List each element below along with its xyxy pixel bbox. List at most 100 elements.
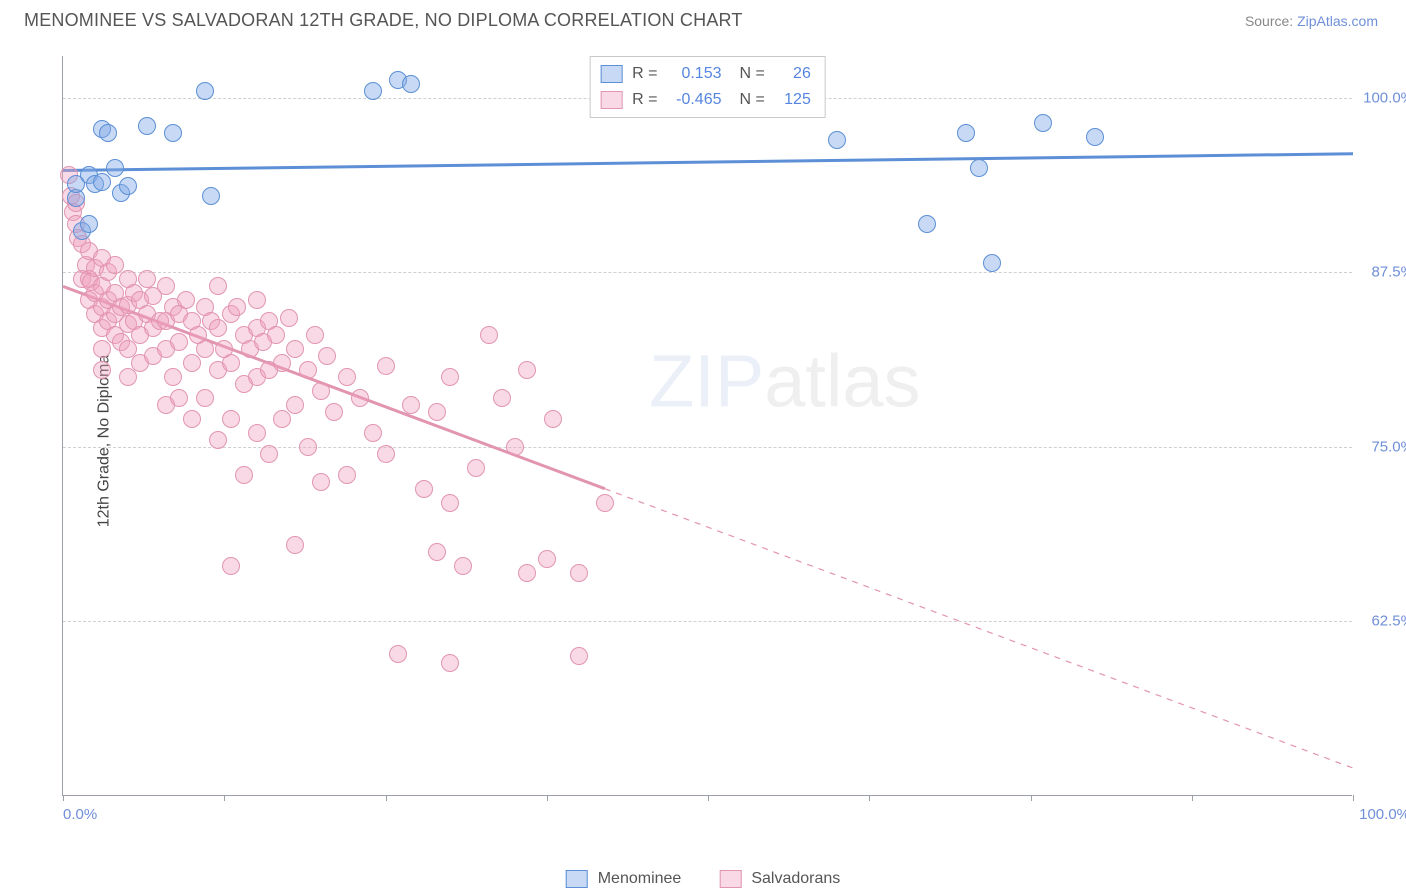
data-point — [596, 494, 614, 512]
data-point — [312, 382, 330, 400]
data-point — [570, 647, 588, 665]
data-point — [222, 410, 240, 428]
xtick-label-min: 0.0% — [63, 806, 97, 823]
bottom-legend-item: Salvadorans — [719, 870, 840, 888]
ytick-label: 87.5% — [1371, 264, 1406, 281]
data-point — [338, 466, 356, 484]
data-point — [280, 309, 298, 327]
data-point — [202, 187, 220, 205]
data-point — [267, 326, 285, 344]
data-point — [138, 270, 156, 288]
data-point — [286, 536, 304, 554]
data-point — [1086, 128, 1104, 146]
data-point — [273, 410, 291, 428]
gridline — [63, 447, 1352, 448]
source-label: Source: — [1245, 13, 1293, 29]
data-point — [93, 340, 111, 358]
legend-swatch — [600, 91, 622, 109]
legend-r-value: 0.153 — [668, 65, 722, 83]
legend-r-label: R = — [632, 65, 657, 83]
data-point — [248, 291, 266, 309]
data-point — [170, 333, 188, 351]
xtick — [547, 795, 548, 801]
data-point — [196, 340, 214, 358]
bottom-legend-item: Menominee — [566, 870, 682, 888]
data-point — [235, 466, 253, 484]
data-point — [170, 389, 188, 407]
data-point — [428, 403, 446, 421]
data-point — [299, 438, 317, 456]
data-point — [454, 557, 472, 575]
xtick — [1353, 795, 1354, 801]
legend-label: Salvadorans — [751, 870, 840, 888]
chart-container: 12th Grade, No Diploma ZIPatlas 62.5%75.… — [44, 56, 1384, 826]
data-point — [273, 354, 291, 372]
data-point — [183, 354, 201, 372]
data-point — [970, 159, 988, 177]
data-point — [570, 564, 588, 582]
data-point — [918, 215, 936, 233]
watermark: ZIPatlas — [649, 339, 920, 424]
source-link[interactable]: ZipAtlas.com — [1297, 13, 1378, 29]
data-point — [209, 277, 227, 295]
ytick-label: 62.5% — [1371, 613, 1406, 630]
legend-n-value: 125 — [775, 91, 811, 109]
bottom-legend: Menominee Salvadorans — [566, 870, 841, 888]
data-point — [351, 389, 369, 407]
data-point — [286, 340, 304, 358]
data-point — [467, 459, 485, 477]
data-point — [518, 564, 536, 582]
data-point — [312, 473, 330, 491]
data-point — [286, 396, 304, 414]
data-point — [1034, 114, 1052, 132]
data-point — [228, 298, 246, 316]
data-point — [402, 396, 420, 414]
data-point — [389, 645, 407, 663]
data-point — [518, 361, 536, 379]
data-point — [299, 361, 317, 379]
data-point — [196, 82, 214, 100]
xtick — [1192, 795, 1193, 801]
data-point — [222, 354, 240, 372]
legend-n-value: 26 — [775, 65, 811, 83]
xtick — [869, 795, 870, 801]
watermark-brand: ZIP — [649, 340, 764, 423]
data-point — [164, 124, 182, 142]
xtick — [708, 795, 709, 801]
chart-header: MENOMINEE VS SALVADORAN 12TH GRADE, NO D… — [0, 0, 1406, 37]
xtick — [386, 795, 387, 801]
legend-swatch — [600, 65, 622, 83]
data-point — [983, 254, 1001, 272]
data-point — [183, 410, 201, 428]
legend-label: Menominee — [598, 870, 682, 888]
gridline — [63, 272, 1352, 273]
watermark-suffix: atlas — [764, 340, 920, 423]
ytick-label: 100.0% — [1363, 89, 1406, 106]
data-point — [428, 543, 446, 561]
data-point — [93, 173, 111, 191]
data-point — [364, 424, 382, 442]
legend-r-label: R = — [632, 91, 657, 109]
data-point — [138, 117, 156, 135]
data-point — [377, 357, 395, 375]
data-point — [260, 445, 278, 463]
data-point — [196, 389, 214, 407]
data-point — [506, 438, 524, 456]
trend-line-dashed — [605, 489, 1353, 768]
data-point — [80, 215, 98, 233]
data-point — [209, 319, 227, 337]
data-point — [441, 494, 459, 512]
data-point — [377, 445, 395, 463]
data-point — [99, 124, 117, 142]
data-point — [177, 291, 195, 309]
xtick — [1031, 795, 1032, 801]
data-point — [338, 368, 356, 386]
data-point — [415, 480, 433, 498]
gridline — [63, 621, 1352, 622]
data-point — [828, 131, 846, 149]
legend-n-label: N = — [740, 65, 765, 83]
legend-r-value: -0.465 — [668, 91, 722, 109]
data-point — [157, 277, 175, 295]
data-point — [441, 368, 459, 386]
data-point — [402, 75, 420, 93]
